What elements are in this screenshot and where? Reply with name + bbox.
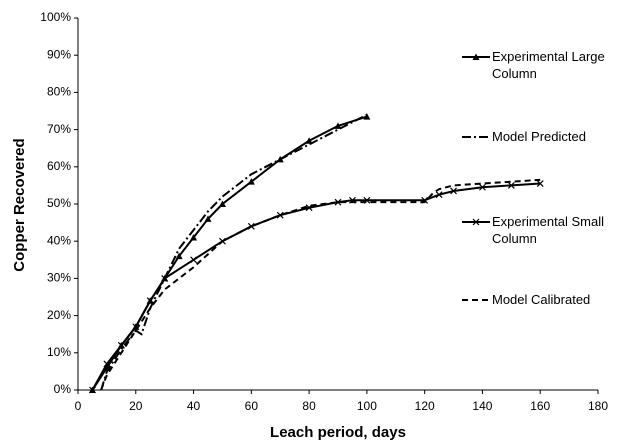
series-line [91,115,368,391]
x-tick-label: 140 [472,399,492,413]
legend-label: Model Calibrated [492,292,591,307]
legend-label: Experimental Large Column [492,49,605,81]
legend-label: Model Predicted [492,129,586,144]
series-line [100,113,368,391]
y-tick-label: 0% [54,382,72,396]
y-tick-label: 60% [47,159,71,173]
marker [146,297,154,305]
series-line [91,182,541,391]
x-tick-label: 20 [129,399,143,413]
marker [479,183,486,191]
x-tick-label: 0 [75,399,82,413]
x-tick-label: 100 [357,399,377,413]
y-tick-label: 30% [47,271,71,285]
marker [472,218,480,226]
marker [175,252,183,260]
x-tick-label: 60 [245,399,259,413]
y-tick-label: 50% [47,196,71,210]
marker [363,113,371,120]
x-tick-label: 120 [415,399,435,413]
marker [117,341,125,349]
marker [103,360,111,368]
marker [89,386,96,394]
marker [472,53,480,60]
marker [161,274,169,282]
marker [334,198,342,206]
marker [450,187,457,195]
marker [190,233,198,241]
marker [435,191,443,199]
y-tick-label: 20% [47,308,71,322]
y-tick-label: 70% [47,122,71,136]
marker [305,137,313,144]
marker [276,211,284,219]
y-tick-label: 90% [47,47,71,61]
y-tick-label: 100% [40,10,71,24]
marker [218,200,226,207]
x-axis-title: Leach period, days [270,424,406,441]
x-tick-label: 80 [302,399,316,413]
y-tick-label: 80% [47,85,71,99]
y-tick-label: 40% [47,233,71,247]
series-line [100,178,541,391]
marker [334,122,342,129]
marker [204,215,212,222]
x-tick-label: 40 [187,399,201,413]
x-tick-label: 180 [588,399,608,413]
y-tick-label: 10% [47,345,71,359]
marker [507,181,515,189]
x-tick-label: 160 [530,399,550,413]
legend-label: Experimental Small Column [492,214,604,246]
marker [536,180,544,187]
marker [247,178,255,185]
y-axis-title: Copper Recovered [11,138,28,271]
marker [190,256,197,264]
